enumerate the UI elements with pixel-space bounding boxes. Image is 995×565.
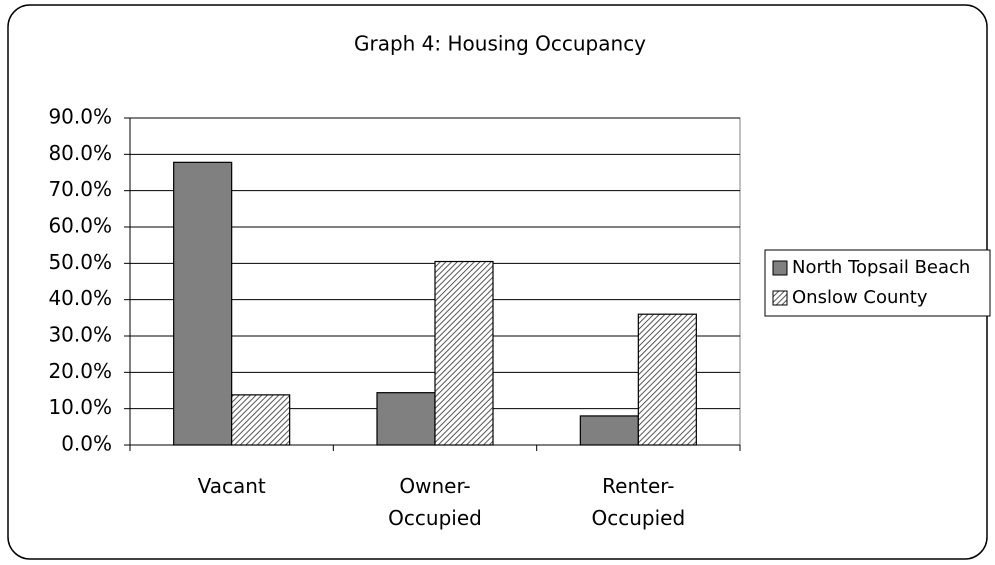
legend-swatch bbox=[772, 290, 788, 306]
legend-label: Onslow County bbox=[792, 287, 928, 308]
y-tick-label: 80.0% bbox=[48, 141, 112, 165]
legend-label: North Topsail Beach bbox=[792, 257, 970, 278]
x-tick-label: Renter-Occupied bbox=[591, 474, 686, 530]
y-tick-label: 40.0% bbox=[48, 286, 112, 310]
bar bbox=[434, 260, 494, 446]
y-tick-label: 10.0% bbox=[48, 395, 112, 419]
legend-box bbox=[764, 249, 991, 317]
bar bbox=[579, 415, 639, 446]
y-tick-label: 60.0% bbox=[48, 214, 112, 238]
y-tick-label: 90.0% bbox=[48, 105, 112, 129]
y-tick-label: 50.0% bbox=[48, 250, 112, 274]
bar bbox=[173, 161, 233, 446]
y-tick-label: 20.0% bbox=[48, 359, 112, 383]
legend-swatch bbox=[772, 260, 788, 276]
y-tick-label: 0.0% bbox=[61, 432, 112, 456]
x-tick-label: Vacant bbox=[197, 474, 266, 498]
bar bbox=[376, 392, 436, 446]
bar bbox=[637, 313, 697, 446]
y-tick-label: 30.0% bbox=[48, 323, 112, 347]
bar bbox=[231, 394, 291, 446]
x-tick-label: Owner-Occupied bbox=[388, 474, 482, 530]
y-tick-label: 70.0% bbox=[48, 177, 112, 201]
chart-title: Graph 4: Housing Occupancy bbox=[354, 32, 646, 56]
